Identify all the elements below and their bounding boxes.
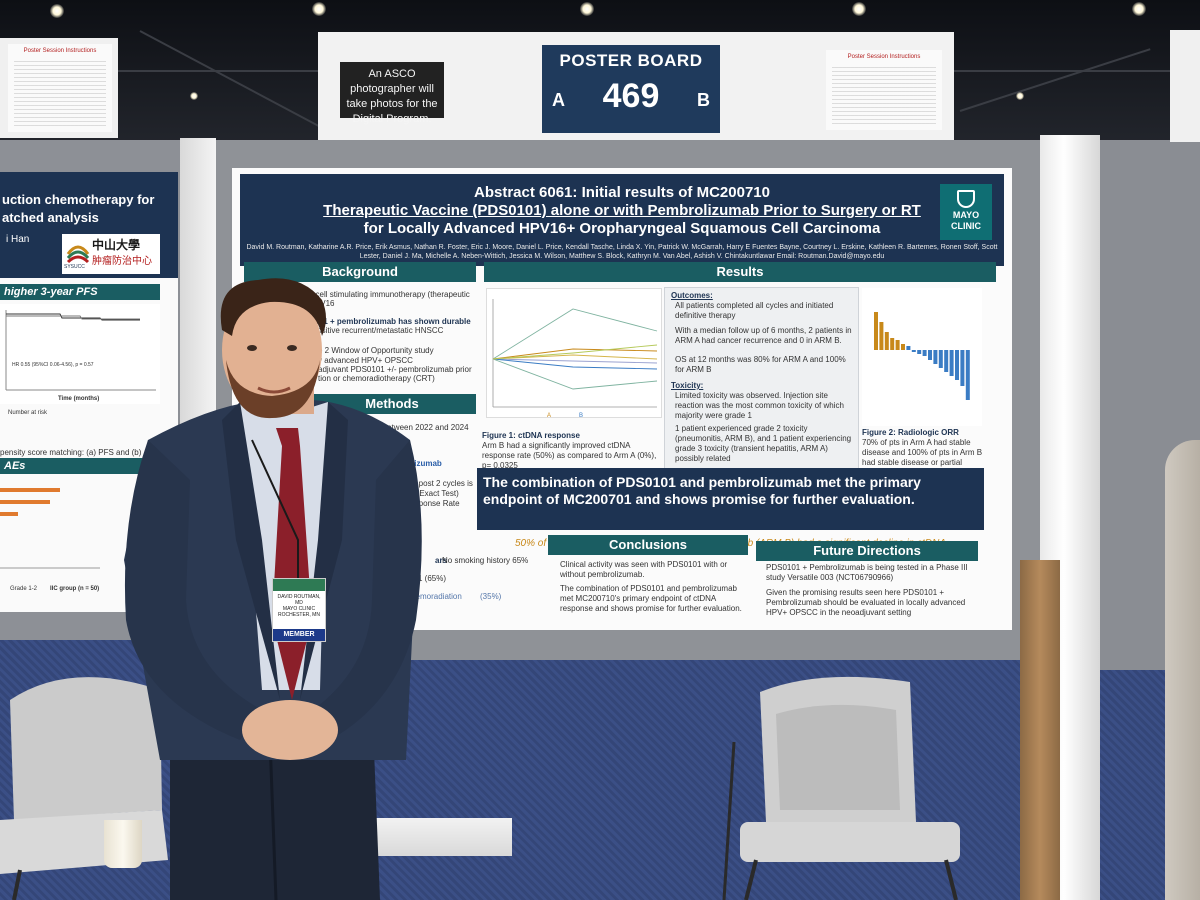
board-side-b: B xyxy=(697,90,710,110)
waterfall-bar xyxy=(922,350,927,356)
poster-board-sign: POSTER BOARD A 469 B xyxy=(542,45,720,133)
poster-title-line3: for Locally Advanced HPV16+ Oropharyngea… xyxy=(363,220,881,237)
sysucc-logo: 中山大學 肿瘤防治中心 SYSUCC xyxy=(62,234,160,274)
waterfall-bar xyxy=(874,312,878,350)
right-chair xyxy=(722,676,960,900)
future-directions-header: Future Directions xyxy=(756,541,978,561)
conclusions-header: Conclusions xyxy=(548,535,748,555)
pfs-bar: higher 3-year PFS xyxy=(0,284,160,300)
poster-header: Abstract 6061: Initial results of MC2007… xyxy=(240,174,1004,266)
ceiling-light xyxy=(190,92,198,100)
ceiling-light xyxy=(852,2,866,16)
waterfall-bar xyxy=(901,344,905,350)
ceiling-light xyxy=(50,4,64,18)
conclusion-banner: The combination of PDS0101 and pembroliz… xyxy=(477,468,984,530)
right-header-panel xyxy=(1170,30,1200,142)
waterfall-bar xyxy=(911,350,916,352)
waterfall-bar xyxy=(955,350,959,380)
outcomes-box: Outcomes: All patients completed all cyc… xyxy=(664,287,859,469)
waterfall-bar xyxy=(965,350,970,400)
poster-tube xyxy=(1020,560,1060,900)
waterfall-bar xyxy=(928,350,932,360)
board-number: 469 xyxy=(602,77,660,115)
waterfall-bar xyxy=(890,338,895,350)
background-header: Background xyxy=(244,262,476,282)
mayo-shield-icon xyxy=(957,190,975,208)
waterfall-bar xyxy=(938,350,943,368)
ae-bar-chart xyxy=(0,488,100,569)
floor-tray xyxy=(360,818,512,856)
left-poster-header: uction chemotherapy for atched analysis … xyxy=(0,172,178,278)
coffee-cup xyxy=(104,820,142,868)
ctdna-spaghetti-chart: A B xyxy=(486,288,662,419)
km-curve-chart: HR 0.55 (95%CI 0.06-4.56), p = 0.57 Time… xyxy=(0,304,160,404)
sysucc-emblem-icon xyxy=(66,245,90,264)
poster-authors: David M. Routman, Katharine A.R. Price, … xyxy=(246,244,998,260)
poster-title-line1: Abstract 6061: Initial results of MC2007… xyxy=(474,184,770,201)
aes-bar: AEs xyxy=(0,458,160,474)
waterfall-bar xyxy=(906,346,911,350)
waterfall-bar xyxy=(933,350,938,364)
board-title: POSTER BOARD xyxy=(559,51,703,70)
waterfall-bar xyxy=(895,340,900,350)
photographer-notice: An ASCO photographer will take photos fo… xyxy=(340,62,444,125)
instructions-sheet: Poster Session Instructions xyxy=(826,50,942,130)
waterfall-bar xyxy=(949,350,954,376)
waterfall-bar xyxy=(879,322,884,350)
left-poster: uction chemotherapy for atched analysis … xyxy=(0,172,178,612)
ceiling-light xyxy=(580,2,594,16)
waterfall-bar xyxy=(944,350,949,372)
results-header: Results xyxy=(484,262,996,282)
bystander-sleeve xyxy=(1165,440,1200,900)
poster-title-line2: Therapeutic Vaccine (PDS0101) alone or w… xyxy=(323,202,921,219)
left-header-panel: Poster Session Instructions xyxy=(0,38,118,138)
waterfall-bar xyxy=(917,350,922,354)
ceiling-light xyxy=(1132,2,1146,16)
ceiling-light xyxy=(312,2,326,16)
figure1-caption: Figure 1: ctDNA response Arm B had a sig… xyxy=(482,431,657,470)
orr-waterfall-chart xyxy=(862,288,982,426)
ceiling-light xyxy=(1016,92,1024,100)
waterfall-bar xyxy=(960,350,965,386)
board-side-a: A xyxy=(552,90,565,110)
mayo-clinic-logo: MAYO CLINIC xyxy=(940,184,992,240)
instructions-sheet: Poster Session Instructions xyxy=(8,44,112,132)
waterfall-bar xyxy=(884,332,889,350)
name-badge: DAVID ROUTMAN, MD MAYO CLINIC ROCHESTER,… xyxy=(272,578,326,642)
